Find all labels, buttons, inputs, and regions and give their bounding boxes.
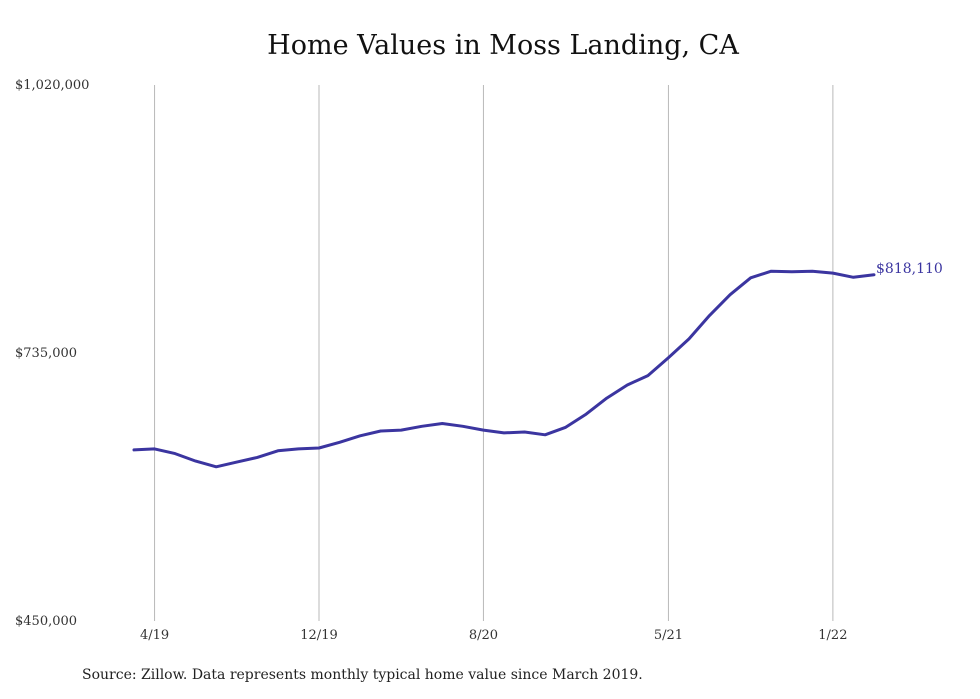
source-note: Source: Zillow. Data represents monthly … [82, 667, 643, 683]
x-axis: 4/19 12/19 8/20 5/21 1/22 [140, 628, 848, 643]
y-tick-label: $735,000 [15, 346, 77, 361]
x-tick-label: 12/19 [300, 628, 337, 643]
y-tick-label: $450,000 [15, 614, 77, 629]
series-line [132, 269, 876, 469]
x-tick-label: 5/21 [654, 628, 683, 643]
series-group: $818,110 [132, 261, 943, 469]
y-axis: $1,020,000 $735,000 $450,000 [15, 78, 89, 629]
end-value-label: $818,110 [876, 261, 943, 277]
x-tick-label: 1/22 [818, 628, 847, 643]
gridlines [154, 85, 834, 621]
x-tick-label: 4/19 [140, 628, 169, 643]
x-tick-label: 8/20 [469, 628, 498, 643]
chart-title: Home Values in Moss Landing, CA [267, 30, 739, 61]
y-tick-label: $1,020,000 [15, 78, 89, 93]
